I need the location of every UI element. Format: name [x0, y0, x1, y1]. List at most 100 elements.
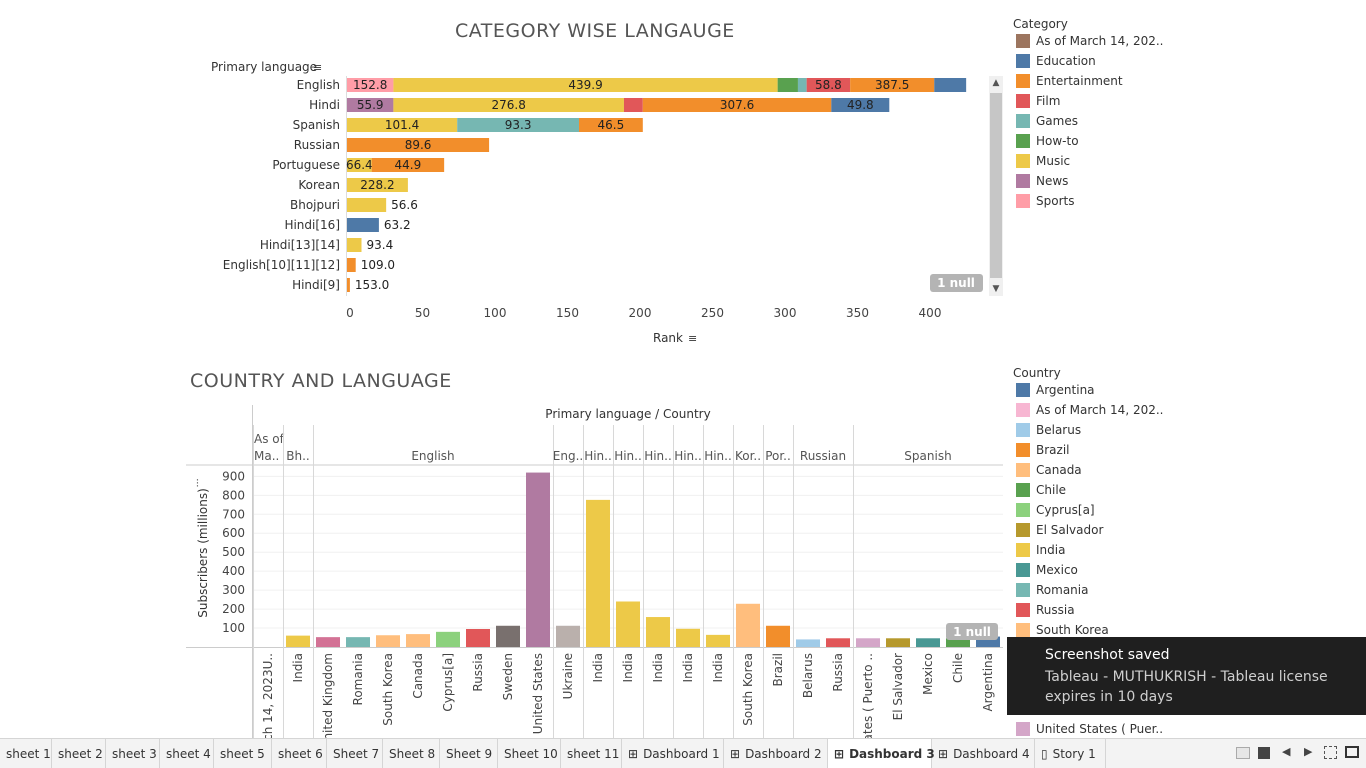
scroll-thumb[interactable]	[990, 93, 1002, 278]
country-legend-item[interactable]: Argentina	[1016, 382, 1095, 398]
bar-segment	[642, 98, 832, 112]
y-tick-label: 200	[222, 602, 245, 616]
sheet-tab[interactable]: sheet 3	[106, 739, 160, 768]
sheet-tab[interactable]: sheet 6	[272, 739, 327, 768]
country-label: Chile	[951, 653, 965, 683]
tab-label: Sheet 9	[446, 746, 493, 761]
sheet-tab[interactable]: ⊞ Dashboard 1	[622, 739, 724, 768]
presentation-mode-icon[interactable]	[1345, 746, 1359, 758]
country-legend-item[interactable]: United States ( Puer..	[1016, 721, 1163, 737]
tab-label: Story 1	[1052, 746, 1096, 761]
country-legend-item[interactable]: Cyprus[a]	[1016, 502, 1095, 518]
category-legend-item[interactable]: How-to	[1016, 133, 1079, 149]
fullscreen-icon[interactable]	[1324, 746, 1337, 759]
legend-swatch	[1016, 154, 1030, 168]
country-label: rch 14, 2023U..	[261, 653, 275, 740]
country-legend-item[interactable]: Canada	[1016, 462, 1082, 478]
x-tick-label: 400	[919, 306, 942, 320]
sheet-tab[interactable]: Sheet 8	[383, 739, 440, 768]
row-label: English[10][11][12]	[223, 258, 340, 272]
country-legend-item[interactable]: South Korea	[1016, 622, 1109, 638]
legend-label: Brazil	[1036, 443, 1070, 457]
bar-label: 109.0	[361, 258, 395, 272]
bar-segment	[347, 198, 387, 212]
country-legend-item[interactable]: As of March 14, 202..	[1016, 402, 1163, 418]
category-legend-item[interactable]: News	[1016, 173, 1068, 189]
country-legend-item[interactable]: India	[1016, 542, 1065, 558]
y-tick-label: 100	[222, 621, 245, 635]
category-legend-item[interactable]: Education	[1016, 53, 1096, 69]
prev-sheet-icon[interactable]: ◀	[1282, 745, 1291, 758]
grid-view-icon[interactable]	[1236, 747, 1250, 759]
country-legend-item[interactable]: Russia	[1016, 602, 1075, 618]
legend-swatch	[1016, 523, 1030, 537]
scroll-down-icon[interactable]: ▼	[992, 284, 1000, 294]
bar-label: 439.9	[568, 78, 602, 92]
sheet-tab[interactable]: ⊞ Dashboard 3	[828, 739, 935, 768]
country-language-chart[interactable]: Primary language / Country 100 200 300 400 50…	[0, 395, 1005, 740]
screenshot-toast[interactable]: Screenshot saved Tableau - MUTHUKRISH - …	[1007, 637, 1366, 715]
legend-label: Argentina	[1036, 383, 1095, 397]
top-chart-scrollbar[interactable]: ▲ ▼	[989, 76, 1003, 296]
country-label: Russia	[471, 653, 485, 692]
sheet-tab[interactable]: Sheet 7	[327, 739, 383, 768]
filmstrip-view-icon[interactable]	[1258, 747, 1270, 759]
sort-icon: ≡	[688, 332, 697, 345]
legend-label: Games	[1036, 114, 1078, 128]
column-bar	[976, 636, 1000, 647]
country-legend-item[interactable]: Brazil	[1016, 442, 1070, 458]
sheet-tab[interactable]: sheet 11	[561, 739, 622, 768]
sheet-tab[interactable]: sheet 4	[160, 739, 214, 768]
sheet-tab[interactable]: sheet 2	[52, 739, 106, 768]
category-legend-item[interactable]: Film	[1016, 93, 1060, 109]
legend-label: Romania	[1036, 583, 1089, 597]
group-label: Hin..	[704, 449, 732, 463]
sheet-tab[interactable]: sheet 5	[214, 739, 272, 768]
column-bar	[916, 638, 940, 647]
column-bar	[526, 472, 550, 647]
category-legend-item[interactable]: Sports	[1016, 193, 1074, 209]
group-label: Ma..	[254, 449, 279, 463]
sheet-tab[interactable]: Sheet 10	[498, 739, 561, 768]
country-label: India	[651, 653, 665, 682]
legend-label: India	[1036, 543, 1066, 557]
y-tick-label: 600	[222, 526, 245, 540]
column-bar	[646, 617, 670, 647]
country-legend-item[interactable]: Mexico	[1016, 562, 1078, 578]
dashboard-icon: ⊞	[730, 746, 741, 761]
legend-label: Music	[1036, 154, 1071, 168]
country-legend-item[interactable]: Belarus	[1016, 422, 1081, 438]
bar-segment	[623, 98, 643, 112]
bar-segment	[347, 218, 379, 232]
top-chart-title: CATEGORY WISE LANGAUGE	[455, 20, 735, 42]
category-legend-item[interactable]: As of March 14, 202..	[1016, 33, 1163, 49]
bar-label: 307.6	[720, 98, 754, 112]
legend-swatch	[1016, 403, 1030, 417]
bar-segment	[393, 98, 624, 112]
legend-label: Sports	[1036, 194, 1075, 208]
column-bar	[496, 625, 520, 647]
row-label: Hindi	[309, 98, 340, 112]
sheet-tab[interactable]: ⊞ Dashboard 4	[932, 739, 1035, 768]
legend-swatch	[1016, 94, 1030, 108]
next-sheet-icon[interactable]: ▶	[1304, 745, 1313, 758]
legend-swatch	[1016, 54, 1030, 68]
sheet-tab[interactable]: sheet 1	[0, 739, 52, 768]
legend-label: How-to	[1036, 134, 1079, 148]
category-legend-item[interactable]: Entertainment	[1016, 73, 1123, 89]
sheet-tab[interactable]: ▯ Story 1	[1035, 739, 1106, 768]
country-legend-item[interactable]: Romania	[1016, 582, 1088, 598]
country-legend-item[interactable]: El Salvador	[1016, 522, 1103, 538]
category-legend-item[interactable]: Music	[1016, 153, 1070, 169]
x-tick-label: 50	[415, 306, 430, 320]
sheet-tab[interactable]: Sheet 9	[440, 739, 498, 768]
bar-segment	[371, 158, 445, 172]
group-label: Russian	[800, 449, 846, 463]
group-label: As of	[254, 432, 285, 446]
bar-label: 56.6	[391, 198, 418, 212]
category-language-chart[interactable]: Primary language≡English 152.8 439.9 58.8 38…	[0, 0, 1005, 360]
category-legend-item[interactable]: Games	[1016, 113, 1078, 129]
scroll-up-icon[interactable]: ▲	[992, 78, 1000, 88]
country-legend-item[interactable]: Chile	[1016, 482, 1066, 498]
sheet-tab[interactable]: ⊞ Dashboard 2	[724, 739, 828, 768]
